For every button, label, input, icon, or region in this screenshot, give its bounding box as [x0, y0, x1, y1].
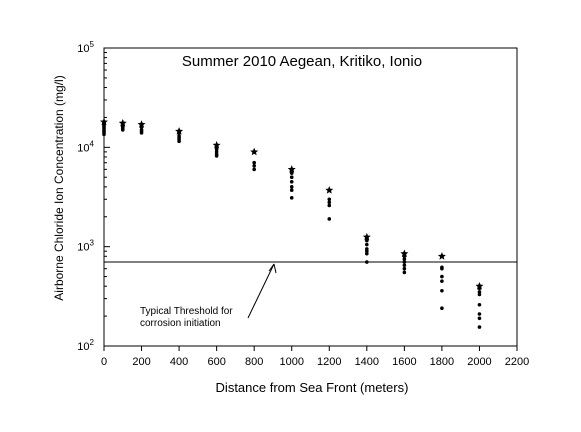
data-point-star — [118, 118, 127, 127]
data-point — [327, 197, 332, 202]
threshold-arrowhead — [268, 263, 277, 274]
threshold-label-line2: corrosion initiation — [140, 318, 221, 329]
y-axis: 102 103 104 105 — [77, 40, 110, 353]
x-tick-label: 0 — [101, 356, 107, 368]
data-point — [440, 266, 444, 271]
data-point — [477, 286, 482, 291]
x-tick-label: 800 — [245, 356, 263, 368]
data-point — [289, 188, 294, 193]
data-point — [477, 312, 482, 316]
data-point — [214, 154, 219, 158]
x-axis-label: Distance from Sea Front (meters) — [216, 380, 409, 395]
y-tick-label: 104 — [77, 139, 94, 154]
data-point — [440, 274, 444, 279]
chart-title: Summer 2010 Aegean, Kritiko, Ionio — [182, 53, 422, 70]
data-point — [402, 270, 407, 275]
data-point — [477, 325, 482, 329]
data-point-star — [137, 120, 146, 128]
x-tick-label: 400 — [170, 356, 188, 368]
data-point-star — [325, 186, 334, 194]
data-point — [214, 150, 219, 154]
data-point — [252, 164, 256, 168]
x-tick-label: 2000 — [467, 356, 491, 368]
y-tick-label: 105 — [77, 40, 94, 55]
data-points — [100, 117, 484, 329]
data-point — [139, 131, 144, 135]
x-tick-label: 1800 — [430, 356, 454, 368]
data-point — [440, 306, 444, 311]
data-point — [440, 279, 444, 283]
data-point-star — [437, 252, 446, 260]
data-point — [402, 257, 407, 261]
data-point — [177, 131, 181, 135]
data-point — [289, 185, 294, 189]
data-point — [139, 125, 144, 129]
y-tick-label: 102 — [77, 338, 94, 353]
plot-frame — [103, 47, 518, 347]
data-point-star — [100, 117, 108, 126]
data-point — [289, 175, 294, 180]
data-point-star — [400, 249, 409, 258]
y-axis-label: Airborne Chloride Ion Concentration (mg/… — [52, 75, 66, 300]
data-point — [365, 238, 369, 243]
data-point — [365, 251, 369, 256]
data-point — [477, 292, 482, 297]
x-tick-label: 1600 — [392, 356, 416, 368]
x-tick-label: 1000 — [279, 356, 303, 368]
data-point — [477, 316, 482, 321]
data-point — [252, 160, 256, 165]
threshold-label-line1: Typical Threshold for — [140, 306, 233, 317]
data-point-star — [212, 141, 221, 149]
data-point — [327, 217, 332, 221]
data-point — [177, 139, 181, 144]
data-point — [402, 266, 407, 271]
x-axis: 0 200 400 600 800 1000 1200 1400 1600 1800 2000 220… — [101, 346, 529, 368]
data-point — [120, 128, 125, 132]
data-point-star — [287, 165, 296, 173]
data-point — [327, 200, 332, 205]
data-point — [252, 167, 256, 172]
data-point — [289, 171, 294, 175]
data-point-star — [175, 127, 184, 135]
data-point — [477, 290, 482, 294]
x-tick-label: 600 — [207, 356, 225, 368]
data-point-star — [475, 282, 484, 290]
data-point-star — [362, 232, 371, 241]
data-point — [365, 249, 369, 254]
x-tick-label: 2200 — [505, 356, 529, 368]
data-point — [477, 302, 482, 307]
data-point-star — [250, 147, 259, 156]
data-point — [402, 263, 407, 268]
y-tick-label: 103 — [77, 239, 94, 254]
x-tick-label: 1200 — [317, 356, 341, 368]
data-point — [327, 203, 332, 208]
data-point — [402, 254, 407, 259]
data-point — [102, 132, 106, 137]
x-tick-label: 1400 — [355, 356, 379, 368]
data-point — [440, 288, 444, 293]
threshold-arrow — [247, 263, 275, 319]
data-point — [365, 242, 369, 247]
data-point — [289, 179, 294, 184]
data-point — [289, 196, 294, 200]
x-tick-label: 200 — [132, 356, 150, 368]
